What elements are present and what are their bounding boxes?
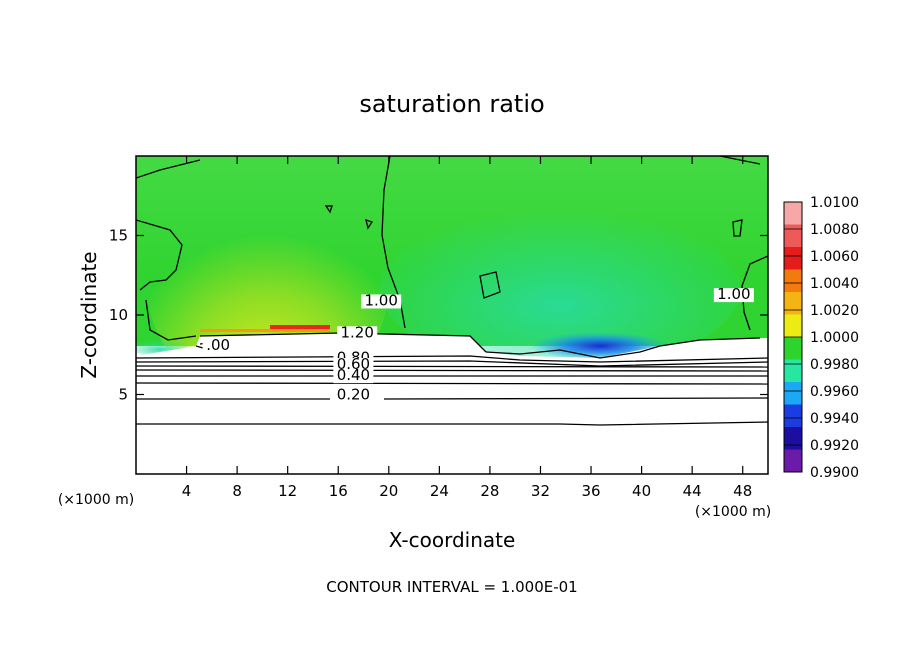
y-tick-label: 10 xyxy=(109,306,128,324)
moist-band-orange xyxy=(200,329,330,332)
contour-label: 0.20 xyxy=(337,385,370,403)
contour-label-bg xyxy=(361,294,402,309)
colorbar-level-label: 0.9920 xyxy=(810,438,859,454)
contour-label-bg xyxy=(333,388,374,403)
contour-label-bg xyxy=(202,338,234,353)
colorbar-swatch xyxy=(784,202,802,225)
colorbar-level-label: 0.9900 xyxy=(810,465,859,481)
y-axis: 5 10 15 xyxy=(109,227,768,404)
colorbar-level-label: 0.9940 xyxy=(810,411,859,427)
colorbar: 1.0100 1.0080 1.0060 1.0040 1.0020 1.0000 0.99… xyxy=(783,195,859,481)
colorbar-level-label: 0.9980 xyxy=(810,357,859,373)
contour-lines xyxy=(136,156,768,426)
x-tick-label: 24 xyxy=(430,482,449,500)
contour-label: 0.60 xyxy=(337,355,370,373)
contour-label: 1.00 xyxy=(365,291,398,309)
x-tick-label: 48 xyxy=(733,482,752,500)
contour-label-bg xyxy=(333,358,374,373)
contour-label-bg xyxy=(713,288,754,303)
colorbar-level-label: 1.0040 xyxy=(810,276,859,292)
colorbar-swatch xyxy=(784,314,802,338)
colorbar-level-label: 1.0060 xyxy=(810,249,859,265)
y-tick-label: 15 xyxy=(109,227,128,245)
x-unit-right: (×1000 m) xyxy=(695,504,771,520)
x-tick-label: 36 xyxy=(581,482,600,500)
contour-interval-note: CONTOUR INTERVAL = 1.000E-01 xyxy=(326,578,577,596)
contour-label-bg xyxy=(337,326,378,341)
x-tick-label: 12 xyxy=(278,482,297,500)
colorbar-level-label: 0.9960 xyxy=(810,384,859,400)
plot-area xyxy=(136,156,768,474)
colorbar-swatch xyxy=(784,224,802,248)
x-unit-left: (×1000 m) xyxy=(58,492,134,508)
x-tick-label: 4 xyxy=(182,482,192,500)
colorbar-swatch xyxy=(784,337,802,360)
x-tick-label: 16 xyxy=(329,482,348,500)
x-tick-label: 28 xyxy=(480,482,499,500)
colorbar-swatch xyxy=(784,427,802,450)
colorbar-swatch xyxy=(784,269,802,293)
contour-label: 1.00 xyxy=(717,285,750,303)
colorbar-level-label: 1.0100 xyxy=(810,195,859,211)
chart-title: saturation ratio xyxy=(359,90,544,118)
x-tick-label: 40 xyxy=(632,482,651,500)
y-tick-label: 5 xyxy=(118,386,128,404)
field-white-lower xyxy=(136,333,768,474)
colorbar-swatch xyxy=(784,404,802,428)
colorbar-swatch xyxy=(784,382,802,405)
x-tick-label: 44 xyxy=(683,482,702,500)
y-axis-label: Z-coordinate xyxy=(77,251,101,378)
colorbar-level-label: 1.0080 xyxy=(810,222,859,238)
x-axis: 4 8 12 16 20 24 28 32 36 40 44 48 xyxy=(182,156,752,500)
colorbar-swatch xyxy=(784,449,802,473)
x-tick-label: 32 xyxy=(531,482,550,500)
colorbar-swatch xyxy=(784,292,802,315)
contour-label: 0.40 xyxy=(337,366,370,384)
colorbar-swatch xyxy=(784,359,802,383)
moist-band-red xyxy=(270,325,330,329)
contour-labels: 1.200.800.600.400.201.00 1.00.00 xyxy=(202,285,754,403)
colorbar-level-label: 1.0020 xyxy=(810,303,859,319)
colorbar-level-label: 1.0000 xyxy=(810,330,859,346)
x-tick-label: 20 xyxy=(379,482,398,500)
x-axis-label: X-coordinate xyxy=(389,528,516,552)
contour-label-bg xyxy=(333,369,374,384)
x-tick-label: 8 xyxy=(232,482,242,500)
field-dry-cyan xyxy=(380,210,740,370)
contour-label: 1.20 xyxy=(340,323,373,341)
contour-label: .00 xyxy=(206,336,230,354)
colorbar-swatch xyxy=(784,247,802,270)
